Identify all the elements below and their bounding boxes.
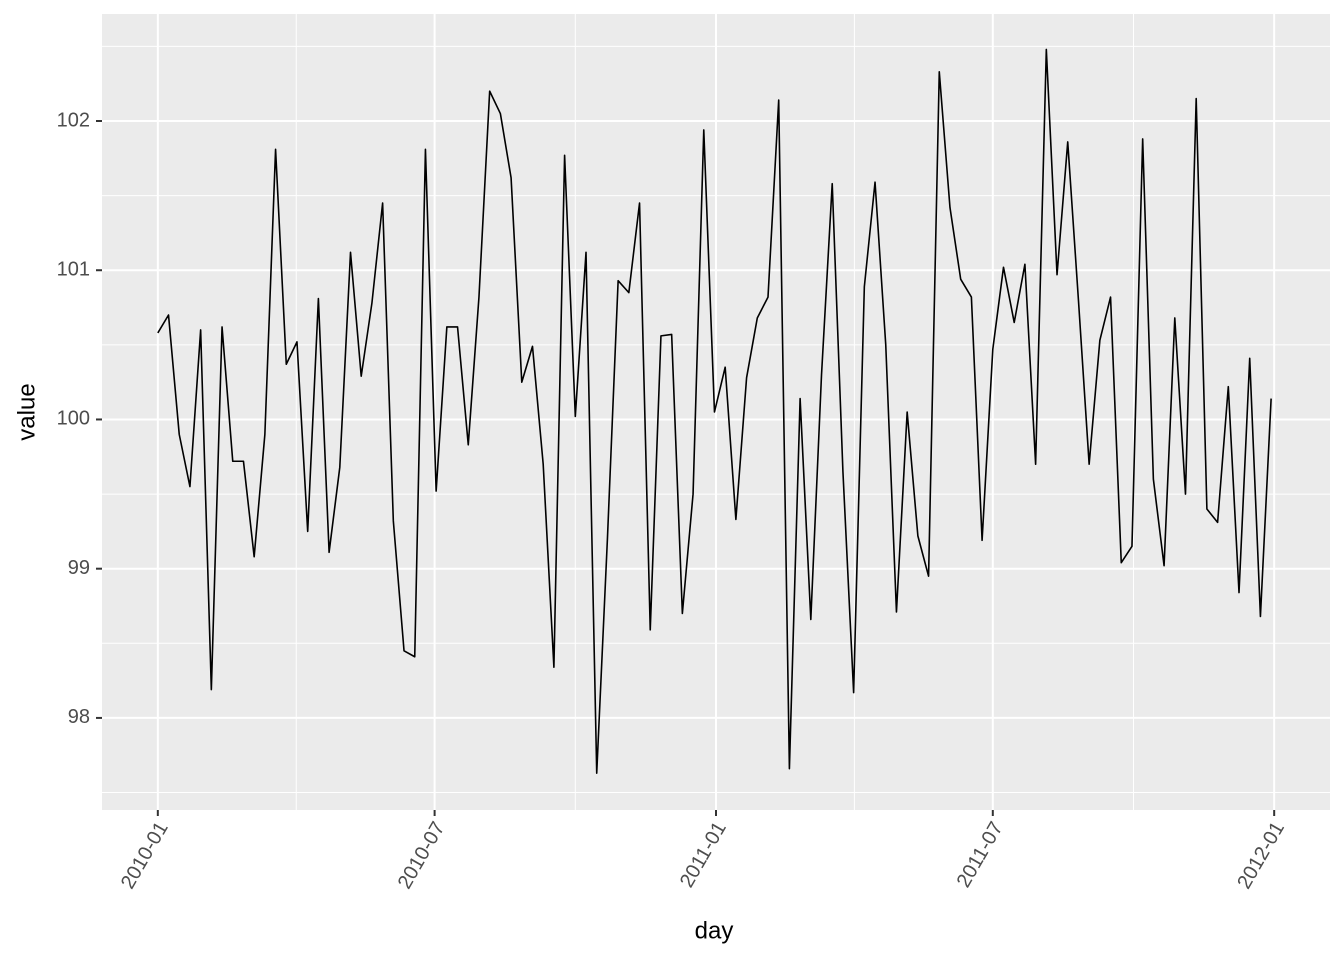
- x-axis-title: day: [695, 917, 734, 944]
- x-tick-label: 2011-07: [953, 818, 1008, 891]
- x-tick-label: 2010-01: [117, 818, 173, 893]
- y-tick-label: 99: [68, 557, 90, 579]
- y-tick-label: 102: [57, 109, 90, 131]
- y-tick-label: 101: [57, 259, 90, 281]
- y-tick-label: 100: [57, 408, 90, 430]
- y-tick-label: 98: [68, 706, 90, 728]
- y-axis-title: value: [13, 383, 40, 440]
- x-tick-label: 2010-07: [394, 818, 450, 893]
- x-tick-label: 2011-01: [676, 818, 731, 891]
- x-tick-label: 2012-01: [1233, 818, 1289, 893]
- data-line: [157, 48, 1272, 774]
